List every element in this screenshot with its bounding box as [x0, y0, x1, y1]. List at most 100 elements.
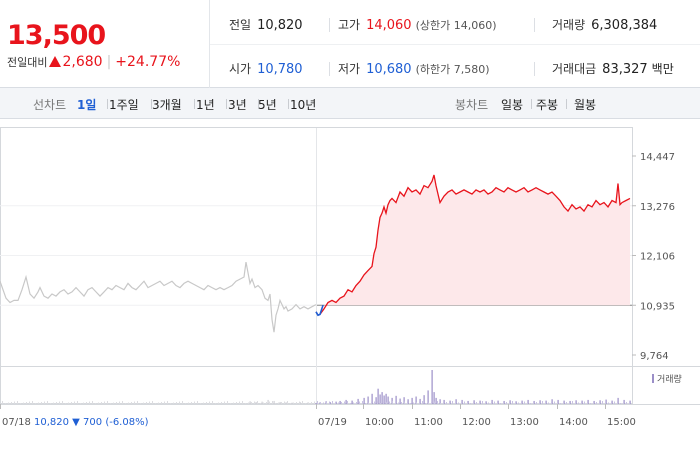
volume-bar	[467, 400, 469, 404]
volume-bar	[356, 402, 357, 404]
volume-bar	[363, 397, 365, 404]
volume-bar	[149, 401, 150, 404]
volume-bar	[383, 402, 384, 404]
volume-bar	[386, 402, 387, 404]
candle-tab-1[interactable]: 주봉	[536, 98, 559, 112]
volume-bar	[542, 401, 543, 404]
volume-bar	[344, 401, 345, 404]
volume-bar	[527, 399, 529, 404]
volume-bar	[395, 403, 396, 404]
volume-bar	[221, 402, 222, 404]
volume-bar	[266, 402, 267, 404]
volume-bar	[443, 399, 445, 404]
period-divider	[531, 99, 532, 109]
stat-label: 전일	[229, 18, 252, 32]
volume-bar	[143, 402, 144, 404]
volume-bar	[497, 401, 498, 404]
prev-day-summary: 10,820 ▼ 700 (-6.08%)	[34, 417, 149, 428]
period-tab-6[interactable]: 10년	[290, 98, 317, 112]
volume-bar	[433, 392, 435, 404]
volume-bar	[605, 403, 606, 404]
volume-bar	[590, 403, 591, 404]
volume-bar	[563, 400, 565, 404]
stat-label: 거래량	[552, 18, 586, 32]
period-tab-1[interactable]: 1주일	[109, 98, 139, 112]
volume-bar	[545, 403, 546, 404]
x-tick-label: 12:00	[462, 417, 491, 428]
volume-bar	[452, 401, 453, 404]
volume-bar	[399, 398, 401, 404]
volume-bar	[377, 388, 379, 404]
volume-bar	[407, 401, 408, 404]
volume-bar	[47, 401, 48, 404]
stat-divider	[534, 62, 535, 76]
volume-bar	[434, 401, 435, 404]
period-divider	[566, 99, 567, 109]
candle-tab-2[interactable]: 월봉	[574, 98, 597, 112]
volume-bar	[623, 399, 625, 404]
chart-period-bar: 선차트 1일 1주일 3개월 1년 3년 5년 10년 봉차트 일봉 주봉 월봉	[0, 88, 700, 119]
volume-bar	[491, 402, 492, 404]
volume-bar	[509, 400, 511, 404]
period-tab-0[interactable]: 1일	[77, 98, 97, 112]
volume-bar	[206, 402, 207, 404]
volume-bar	[279, 401, 281, 404]
volume-bar	[233, 402, 234, 404]
volume-bar	[357, 398, 359, 404]
volume-bar	[128, 402, 129, 404]
volume-bar	[602, 401, 603, 404]
volume-bar	[629, 401, 630, 404]
volume-bar	[35, 403, 36, 404]
volume-bar	[620, 403, 621, 404]
volume-bar	[341, 402, 342, 404]
up-triangle-icon	[49, 56, 62, 67]
volume-bar	[367, 396, 369, 404]
period-tab-3[interactable]: 1년	[196, 98, 215, 112]
volume-bar	[329, 401, 330, 404]
volume-bar	[345, 399, 347, 404]
period-tab-4[interactable]: 3년	[228, 98, 247, 112]
volume-bar	[491, 399, 493, 404]
period-tab-5[interactable]: 5년	[258, 98, 277, 112]
volume-bar	[476, 402, 477, 404]
x-tick-label: 07/19	[318, 417, 347, 428]
volume-bar	[176, 402, 177, 404]
volume-bar	[158, 402, 159, 404]
volume-bar	[257, 401, 258, 404]
volume-bar	[335, 401, 337, 404]
period-tab-2[interactable]: 3개월	[152, 98, 182, 112]
volume-bar	[101, 402, 102, 404]
volume-bar	[411, 397, 413, 404]
volume-bar	[539, 400, 541, 404]
volume-bar	[315, 402, 317, 404]
volume-bar	[320, 403, 321, 404]
stat-label: 시가	[229, 62, 252, 76]
volume-bar	[578, 402, 579, 404]
volume-bar	[387, 396, 389, 404]
volume-bar	[5, 403, 6, 404]
volume-bar	[365, 403, 366, 404]
volume-bar	[194, 401, 195, 404]
volume-bar	[14, 401, 15, 404]
volume-bar	[455, 403, 456, 404]
volume-bar	[65, 403, 66, 404]
volume-bar	[389, 401, 390, 404]
volume-bar	[17, 401, 18, 404]
volume-bar	[326, 402, 327, 404]
volume-bar	[551, 402, 552, 404]
volume-bar	[167, 401, 168, 404]
volume-bar	[431, 370, 433, 404]
volume-bar	[308, 402, 309, 404]
volume-bar	[224, 401, 225, 404]
volume-bar	[439, 399, 441, 404]
volume-bar	[29, 401, 30, 404]
candle-tab-0[interactable]: 일봉	[501, 98, 524, 112]
stat-label: 고가	[338, 18, 361, 32]
volume-bar	[317, 401, 318, 404]
line-chart-label: 선차트	[33, 98, 67, 112]
current-price: 13,500	[7, 20, 106, 51]
change-label: 전일대비	[7, 56, 48, 69]
x-tick-label: 13:00	[510, 417, 539, 428]
volume-bar	[392, 401, 393, 404]
volume-bar	[116, 402, 117, 404]
